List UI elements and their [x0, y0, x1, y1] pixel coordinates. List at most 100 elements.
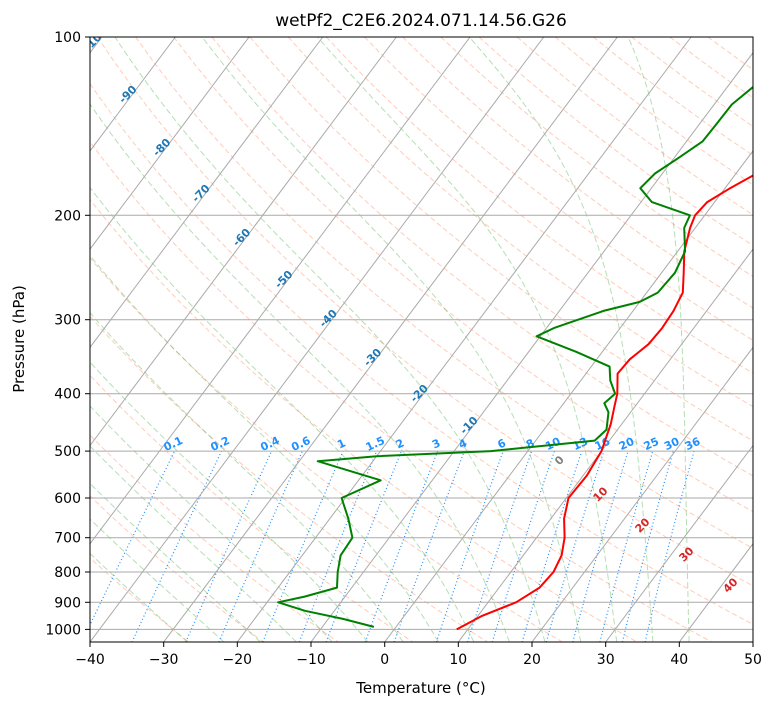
- x-tick-label: 50: [744, 652, 762, 668]
- y-tick-label: 500: [54, 444, 81, 460]
- mixing-ratio-line: [599, 450, 654, 642]
- dry-adiabat-line: [96, 37, 753, 587]
- isotherm-line: [163, 37, 618, 642]
- moist-adiabat-line: [90, 361, 369, 642]
- moist-adiabat-line: [468, 37, 654, 642]
- y-tick-label: 900: [54, 595, 81, 611]
- isotherm-line: [236, 37, 692, 642]
- x-tick-label: −20: [223, 652, 253, 668]
- x-tick-label: 30: [597, 652, 615, 668]
- dry-adiabat-line: [364, 37, 753, 341]
- x-tick-label: −30: [149, 652, 179, 668]
- dry-adiabat-label: -10: [457, 414, 480, 437]
- x-axis-label: Temperature (°C): [355, 679, 485, 697]
- mixing-ratio-line: [393, 450, 465, 642]
- dewpoint-profile-line: [277, 85, 753, 628]
- dry-adiabat-line: [90, 140, 712, 642]
- mixing-ratio-line: [90, 450, 176, 627]
- dry-adiabat-label: -30: [361, 346, 384, 369]
- x-tick-label: 40: [670, 652, 688, 668]
- moist-adiabat-label: 0: [552, 453, 567, 468]
- y-tick-label: 1000: [45, 622, 81, 638]
- isotherm-line: [90, 37, 176, 152]
- moist-adiabat-line: [90, 103, 510, 642]
- isotherm-line: [90, 37, 324, 349]
- moist-adiabat-line: [90, 552, 188, 642]
- mixing-ratio-label: 30: [662, 435, 682, 453]
- y-tick-label: 200: [54, 208, 81, 224]
- dry-adiabat-line: [173, 37, 753, 513]
- mixing-ratio-label: 25: [642, 435, 661, 453]
- x-tick-label: 10: [449, 652, 467, 668]
- mixing-ratio-line: [298, 450, 378, 642]
- dry-adiabat-line: [90, 434, 339, 642]
- mixing-ratio-line: [185, 450, 273, 642]
- moist-adiabat-line: [90, 445, 297, 642]
- temperature-profile-line: [456, 174, 753, 631]
- mixing-ratio-lines: [90, 450, 695, 642]
- moist-adiabat-line: [114, 37, 546, 642]
- moist-adiabat-line: [627, 37, 690, 642]
- moist-adiabat-line: [201, 37, 582, 642]
- isotherm-line: [752, 641, 753, 642]
- x-tick-label: 0: [380, 652, 389, 668]
- dry-adiabat-label: -50: [272, 268, 295, 291]
- mixing-ratio-line: [364, 450, 439, 642]
- dry-adiabat-label: -40: [317, 307, 340, 330]
- dry-adiabat-line: [402, 37, 753, 309]
- dry-adiabat-line: [440, 37, 753, 278]
- moist-adiabat-line: [317, 37, 618, 642]
- dry-adiabat-label: -70: [189, 182, 212, 205]
- moist-adiabat-line: [90, 405, 333, 642]
- dry-adiabat-line: [90, 83, 753, 625]
- isotherm-line: [90, 37, 545, 642]
- dry-adiabat-label: -60: [230, 226, 253, 249]
- dry-adiabat-line: [287, 37, 753, 408]
- isotherm-gridlines: [90, 37, 753, 642]
- mixing-ratio-line: [325, 450, 403, 642]
- mixing-ratio-label: 16: [593, 435, 613, 453]
- isotherm-line: [90, 37, 397, 447]
- dry-adiabat-line: [707, 37, 753, 71]
- mixing-ratio-line: [491, 450, 555, 642]
- mixing-ratio-label: 3: [430, 436, 442, 451]
- mixing-ratio-line: [572, 450, 629, 642]
- isotherm-line: [90, 37, 250, 250]
- mixing-ratio-label: 20: [617, 435, 637, 453]
- isotherm-line: [310, 51, 753, 642]
- moist-adiabat-label: 40: [721, 575, 741, 595]
- y-tick-label: 100: [54, 30, 81, 46]
- mixing-ratio-line: [435, 450, 504, 642]
- isotherm-line: [531, 346, 753, 642]
- x-tick-label: 20: [523, 652, 541, 668]
- moist-adiabat-line: [90, 254, 439, 642]
- y-tick-label: 300: [54, 313, 81, 329]
- mixing-ratio-label: 4: [457, 436, 470, 451]
- dry-adiabat-label: -100: [81, 25, 110, 54]
- y-tick-label: 700: [54, 531, 81, 547]
- mixing-ratio-label: 8: [524, 436, 536, 451]
- moist-adiabat-line: [90, 311, 404, 642]
- mixing-ratio-label: 2: [394, 436, 406, 451]
- dry-adiabat-line: [90, 495, 264, 642]
- y-tick-label: 800: [54, 565, 81, 581]
- y-tick-label: 600: [54, 491, 81, 507]
- series-group: [277, 85, 753, 631]
- mixing-ratio-line: [545, 450, 605, 642]
- mixing-ratio-line: [521, 450, 583, 642]
- mixing-ratio-label: 13: [571, 435, 590, 453]
- dry-adiabat-label: -90: [116, 83, 139, 106]
- mixing-ratio-line: [466, 450, 533, 642]
- dry-adiabats: [90, 37, 753, 642]
- y-axis-ticks: 100 200 300 400 500 600 700 800 900 1000: [45, 30, 90, 638]
- moist-adiabat-label: 10: [591, 484, 611, 504]
- dry-adiabat-label: -80: [150, 136, 173, 159]
- mixing-ratio-label: 36: [683, 435, 703, 453]
- mixing-ratio-line: [621, 450, 674, 642]
- line-labels: 0.1 0.2 0.4 0.6 1 1.5 2 3 4 6 8 10 13 16 20 25 30 36-100-…: [81, 25, 741, 596]
- isotherm-line: [384, 150, 753, 642]
- chart-title: wetPf2_C2E6.2024.071.14.56.G26: [275, 11, 567, 31]
- moist-adiabat-line: [90, 186, 475, 642]
- moist-adiabat-line: [90, 518, 225, 642]
